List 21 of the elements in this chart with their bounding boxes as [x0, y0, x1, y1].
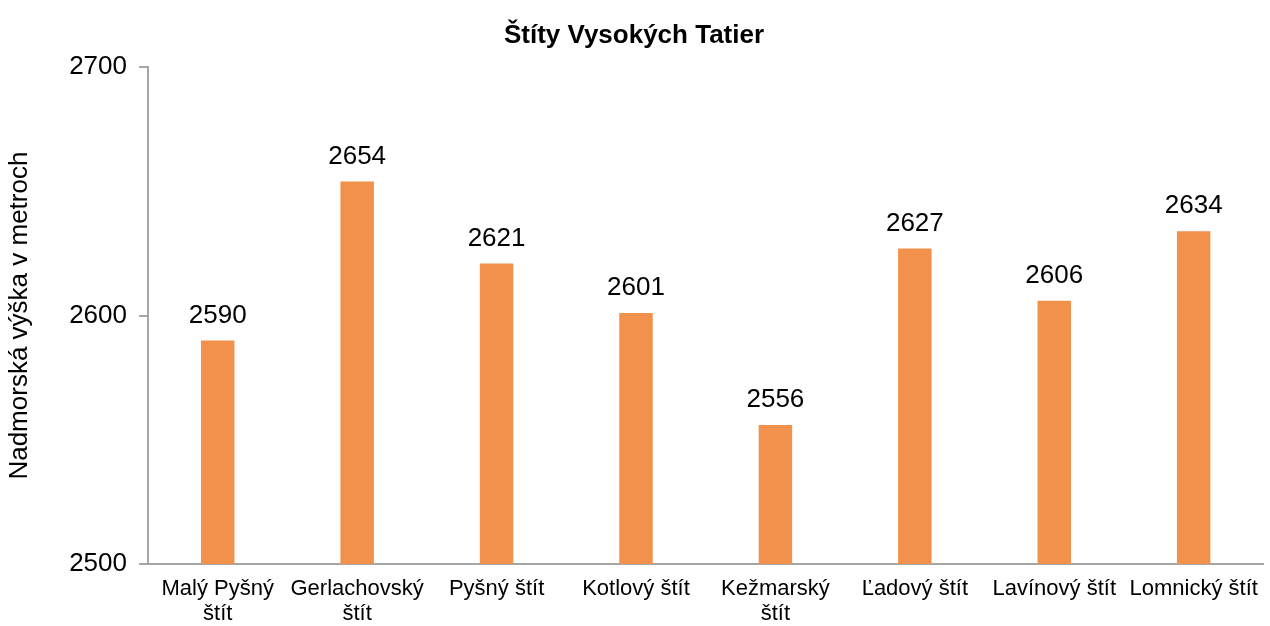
y-axis-title: Nadmorská výška v metroch: [2, 151, 33, 480]
data-label: 2627: [885, 206, 944, 237]
x-tick-label: Kotlový štít: [582, 574, 690, 600]
x-tick-label: Kežmarský štít: [721, 574, 830, 626]
x-tick-label: Ľadový štít: [861, 574, 969, 600]
x-tick-label: Pyšný štít: [448, 574, 545, 600]
data-label: 2621: [467, 221, 526, 252]
x-tick-label: Lavínový štít: [992, 574, 1117, 600]
data-label: 2601: [607, 271, 665, 302]
data-label: 2654: [328, 139, 387, 170]
x-tick-label: Malý Pyšný štít: [161, 574, 274, 626]
y-tick-label: 2700: [69, 50, 127, 81]
y-tick-label: 2600: [69, 298, 127, 329]
data-label: 2590: [188, 298, 247, 329]
data-label: 2606: [1025, 258, 1084, 289]
data-label: 2634: [1164, 189, 1223, 220]
chart-title: Štíty Vysokých Tatier: [503, 18, 765, 49]
y-tick-label: 2500: [69, 547, 127, 578]
x-tick-label: Gerlachovský štít: [290, 574, 424, 626]
x-tick-label: Lomnický štít: [1129, 574, 1258, 600]
data-label: 2556: [746, 383, 805, 414]
